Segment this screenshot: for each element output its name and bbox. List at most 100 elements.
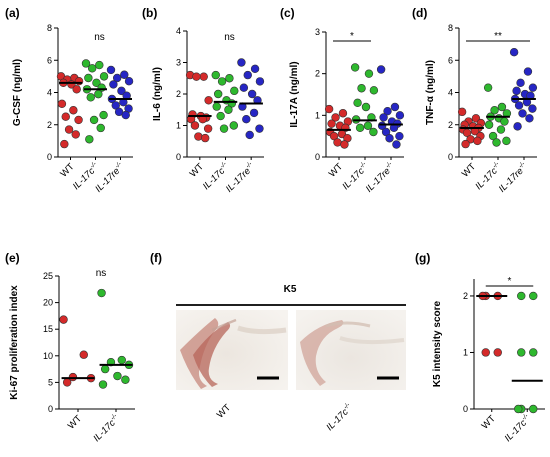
data-point [390, 102, 400, 112]
data-point [71, 130, 80, 139]
significance-label: * [508, 276, 512, 287]
data-point [109, 80, 118, 89]
data-point [376, 65, 386, 74]
significance-label: ns [96, 268, 107, 279]
y-tick-label: 15 [43, 324, 53, 334]
data-point [369, 127, 378, 137]
y-tick-label: 3 [315, 27, 320, 37]
data-point [96, 123, 105, 133]
panel-letter: (e) [5, 251, 20, 265]
data-point [457, 107, 467, 117]
data-point [355, 123, 365, 133]
data-point [514, 101, 524, 110]
data-point [512, 86, 521, 96]
data-point [62, 378, 72, 387]
x-tick-label: IL-17re-/- [496, 160, 531, 195]
data-point [57, 99, 67, 108]
y-tick-label: 10 [43, 351, 53, 361]
y-tick-label: 2 [47, 120, 52, 130]
data-point [517, 348, 526, 357]
y-tick-label: 8 [448, 23, 453, 33]
y-tick-label: 2 [463, 291, 468, 301]
data-point [212, 102, 221, 111]
data-point [249, 108, 259, 118]
data-point [255, 77, 265, 86]
data-point [124, 77, 134, 86]
data-point [217, 77, 227, 86]
data-point [353, 98, 362, 108]
data-point [192, 72, 201, 81]
data-point [219, 124, 229, 133]
data-point [85, 135, 94, 144]
panel-e-ki-67: (e) 0 5 10 15 20 25 WT IL-17c-/- Ki-67 proliferat… [5, 251, 135, 444]
x-tick-label: WT [480, 413, 498, 431]
data-point [245, 130, 254, 140]
data-point [529, 291, 538, 301]
data-point [523, 67, 533, 76]
significance-label: * [350, 31, 354, 42]
panel-letter: (g) [415, 251, 430, 265]
y-tick-label: 5 [48, 377, 53, 387]
data-point [239, 83, 249, 92]
data-point [100, 364, 110, 374]
panel-letter: (b) [142, 6, 157, 20]
x-tick-label: IL-17c-/- [91, 412, 123, 444]
data-point [203, 124, 213, 133]
data-point [92, 78, 101, 88]
data-point [87, 64, 97, 73]
data-point [528, 83, 538, 92]
data-point [89, 115, 99, 125]
data-point [74, 115, 83, 125]
data-point [340, 140, 349, 149]
data-point [61, 112, 70, 121]
panel-letter: (a) [5, 6, 20, 20]
data-point [190, 121, 200, 130]
x-tick-label: IL-17c-/- [502, 412, 534, 444]
data-point [529, 348, 538, 357]
histology-image-il17c [296, 310, 406, 390]
histology-image-wt [176, 310, 288, 390]
data-point [361, 102, 371, 112]
data-point [518, 109, 527, 118]
y-tick-label: 1 [315, 110, 320, 120]
y-tick-label: 0 [47, 152, 52, 162]
data-point [514, 404, 523, 414]
y-tick-label: 4 [176, 26, 181, 36]
y-tick-label: 0 [448, 152, 453, 162]
y-tick-label: 2 [448, 120, 453, 130]
y-tick-label: 2 [315, 69, 320, 79]
data-point [97, 288, 106, 298]
data-point [493, 348, 502, 357]
data-point [529, 404, 538, 414]
data-point [216, 111, 225, 121]
y-tick-label: 0 [176, 152, 181, 162]
data-point [331, 113, 340, 122]
data-point [242, 114, 251, 124]
y-tick-label: 1 [176, 121, 181, 131]
data-point [94, 89, 103, 99]
x-tick-label: WT [188, 161, 206, 179]
y-tick-label: 4 [47, 88, 52, 98]
y-tick-label: 2 [176, 89, 181, 99]
data-point [333, 138, 342, 147]
data-point [59, 315, 68, 324]
data-point [379, 113, 388, 122]
data-point [120, 70, 129, 79]
panel-g-k5-intensity: (g) 0 1 2 WT IL-17c-/- K5 intensity score * [415, 251, 545, 444]
data-point [496, 125, 506, 134]
histology-title: K5 [284, 284, 297, 295]
data-point [225, 74, 234, 83]
data-point [357, 84, 366, 93]
histology-label-wt: WT [215, 402, 233, 420]
data-point [106, 65, 116, 75]
data-point [473, 136, 482, 146]
panel-f-k5-histology: (f) K5 WT IL-17c-/- [150, 251, 406, 433]
y-tick-label: 0 [48, 404, 53, 414]
y-tick-label: 0 [463, 404, 468, 414]
x-tick-label: WT [460, 161, 478, 179]
data-point [199, 72, 208, 81]
data-point [364, 69, 374, 78]
